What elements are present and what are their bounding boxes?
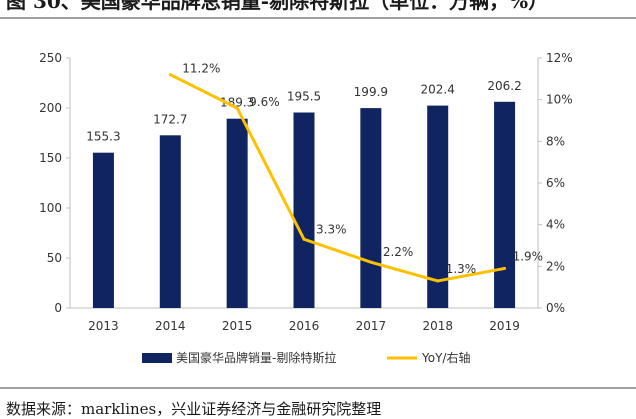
left-axis-tick-label: 150	[39, 151, 62, 165]
right-axis-tick-label: 10%	[546, 93, 573, 107]
yoy-point	[302, 237, 306, 241]
bar	[293, 112, 315, 308]
left-axis-tick-label: 250	[39, 51, 62, 65]
yoy-point	[503, 266, 507, 270]
bar-data-label: 172.7	[153, 112, 187, 126]
combo-chart: 0 50 100 150 200 250 0% 2% 4% 6% 8% 10% 12% 2013 2014 2…	[39, 51, 573, 365]
right-axis-tick-label: 6%	[546, 176, 565, 190]
left-axis-tick-label: 50	[47, 251, 62, 265]
right-axis-tick-label: 4%	[546, 218, 565, 232]
x-axis-tick-label: 2013	[88, 319, 119, 333]
figure-title: 图 30、美国豪华品牌总销量-剔除特斯拉（单位：万辆，%）	[6, 0, 549, 13]
yoy-data-label: 9.6%	[249, 95, 280, 109]
bar-data-label: 189.3	[220, 96, 254, 110]
yoy-data-label: 1.3%	[446, 262, 477, 276]
left-axis-tick-label: 100	[39, 201, 62, 215]
bottom-divider	[0, 387, 636, 389]
yoy-line	[169, 73, 505, 283]
bar-data-label: 155.3	[86, 130, 120, 144]
x-axis-tick-label: 2016	[289, 319, 320, 333]
bar-data-label: 195.5	[287, 90, 321, 104]
legend-line-label: YoY/右轴	[421, 350, 470, 365]
figure-source: 数据来源：marklines，兴业证券经济与金融研究院整理	[6, 400, 382, 418]
bar-data-label: 202.4	[421, 83, 455, 97]
right-axis-tick-label: 12%	[546, 51, 573, 65]
bar	[92, 152, 114, 308]
yoy-data-label: 2.2%	[383, 245, 414, 259]
bar	[494, 101, 516, 308]
bar	[159, 135, 181, 308]
bar	[226, 118, 248, 308]
bar-data-label: 206.2	[487, 79, 521, 93]
x-axis-tick-label: 2017	[356, 319, 387, 333]
top-divider	[0, 17, 636, 19]
yoy-data-label: 3.3%	[316, 222, 347, 236]
bar-data-label: 199.9	[354, 85, 388, 99]
yoy-point	[235, 106, 239, 110]
yoy-data-label: 1.9%	[513, 249, 544, 263]
right-axis-tick-label: 8%	[546, 134, 565, 148]
x-axis-tick-label: 2014	[155, 319, 186, 333]
x-axis-tick-label: 2018	[422, 319, 453, 333]
x-axis-tick-label: 2015	[222, 319, 253, 333]
left-axis-tick-label: 200	[39, 101, 62, 115]
legend-bar-label: 美国豪华品牌销量-剔除特斯拉	[176, 350, 336, 365]
left-axis-tick-label: 0	[54, 301, 62, 315]
right-axis-tick-label: 2%	[546, 259, 565, 273]
bar	[360, 108, 382, 308]
legend-bar-swatch	[142, 353, 172, 363]
yoy-point	[168, 73, 172, 77]
right-axis-tick-label: 0%	[546, 301, 565, 315]
yoy-point	[369, 260, 373, 264]
bar	[427, 105, 449, 308]
x-axis-tick-label: 2019	[489, 319, 520, 333]
yoy-point	[436, 279, 440, 283]
yoy-data-label: 11.2%	[182, 62, 220, 76]
